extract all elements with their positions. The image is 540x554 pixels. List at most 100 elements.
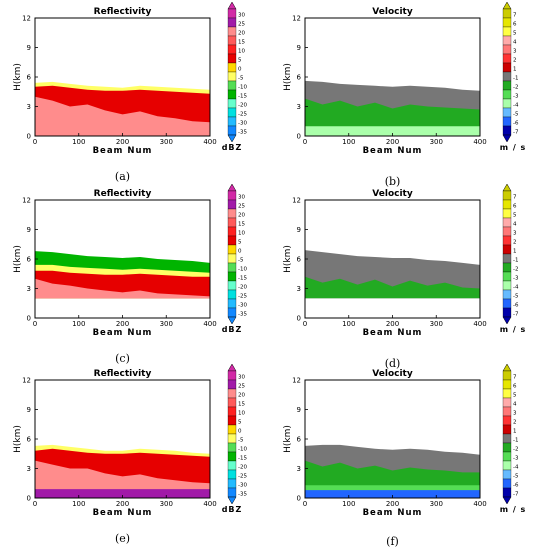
colorbar-tick-label: -15: [238, 94, 247, 100]
x-axis-label: Beam Num: [363, 328, 423, 338]
colorbar-cell: [502, 235, 512, 246]
colorbar-tick-label: 15: [238, 402, 245, 408]
colorbar-cell: [227, 98, 237, 109]
x-tick-label: 400: [203, 320, 216, 328]
colorbar-tick-label: 0: [238, 67, 242, 73]
colorbar-cell: [502, 208, 512, 219]
colorbar-cell: [502, 35, 512, 46]
colorbar-tick-label: -20: [238, 285, 247, 291]
y-tick-label: 6: [297, 436, 302, 444]
y-tick-label: 0: [27, 495, 31, 503]
colorbar-cell: [502, 469, 512, 480]
x-tick-label: 100: [342, 320, 355, 328]
colorbar: 30 25 20 15 10 5 0 -5 -10 -15 -20 -25 -30 -35 dBZ: [222, 183, 247, 334]
colorbar-tick-label: 15: [238, 40, 245, 46]
colorbar-tick-label: -30: [238, 121, 247, 127]
colorbar-tick-label: 30: [238, 195, 245, 201]
x-axis-label: Beam Num: [93, 508, 153, 518]
y-axis-label: H(km): [283, 425, 293, 453]
x-tick-label: 300: [430, 320, 443, 328]
echo-layer-3: [35, 278, 210, 299]
colorbar-cell: [502, 190, 512, 201]
colorbar-cell: [502, 298, 512, 309]
panel-title: Reflectivity: [94, 369, 152, 379]
y-axis-label: H(km): [13, 63, 23, 91]
colorbar-tick-label: -1: [513, 76, 518, 82]
colorbar-tick-label: 3: [513, 49, 517, 55]
colorbar-tick-label: -25: [238, 474, 247, 480]
colorbar-top-arrow: [227, 363, 237, 372]
colorbar-tick-label: -4: [513, 285, 519, 291]
colorbar: 7 6 5 4 3 2 1 -1 -2 -3 -4 -5 -6 -7 m / s: [500, 1, 525, 152]
y-tick-label: 6: [27, 436, 32, 444]
colorbar-tick-label: -35: [238, 312, 247, 318]
colorbar-cell: [502, 107, 512, 118]
colorbar-cell: [227, 469, 237, 480]
x-tick-label: 0: [33, 138, 37, 146]
colorbar-tick-label: 3: [513, 231, 517, 237]
y-tick-label: 12: [292, 197, 301, 205]
colorbar-cell: [227, 478, 237, 489]
colorbar-tick-label: 20: [238, 31, 245, 37]
colorbar-cell: [227, 397, 237, 408]
panel-title: Reflectivity: [94, 7, 152, 17]
x-tick-label: 300: [430, 500, 443, 508]
x-tick-label: 100: [72, 138, 85, 146]
echo-layers: [35, 251, 210, 299]
colorbar-tick-label: -5: [513, 474, 519, 480]
colorbar-cell: [502, 406, 512, 417]
colorbar-tick-label: -1: [513, 258, 518, 264]
colorbar-cell: [227, 89, 237, 100]
colorbar-unit: m / s: [500, 505, 527, 514]
colorbar-tick-label: -20: [238, 465, 247, 471]
x-axis-label: Beam Num: [93, 146, 153, 156]
colorbar-tick-label: -25: [238, 112, 247, 118]
x-tick-label: 0: [303, 320, 307, 328]
colorbar-tick-label: -20: [238, 103, 247, 109]
colorbar-tick-label: -35: [238, 130, 247, 136]
colorbar-cell: [502, 487, 512, 498]
y-axis-label: H(km): [283, 63, 293, 91]
colorbar-tick-label: -4: [513, 103, 519, 109]
x-tick-label: 400: [473, 500, 486, 508]
colorbar-cell: [227, 271, 237, 282]
colorbar-cell: [502, 451, 512, 462]
x-tick-label: 0: [303, 500, 307, 508]
colorbar-tick-label: 15: [238, 222, 245, 228]
colorbar-cell: [502, 226, 512, 237]
colorbar-cell: [502, 388, 512, 399]
colorbar-top-arrow: [502, 183, 512, 192]
colorbar-tick-label: -5: [513, 112, 519, 118]
colorbar-tick-label: -10: [238, 267, 247, 273]
y-axis-label: H(km): [283, 245, 293, 273]
colorbar: 7 6 5 4 3 2 1 -1 -2 -3 -4 -5 -6 -7 m / s: [500, 363, 527, 514]
colorbar-tick-label: 5: [238, 58, 242, 64]
x-tick-label: 200: [116, 320, 129, 328]
colorbar-tick-label: 5: [238, 420, 242, 426]
colorbar-cell: [227, 199, 237, 210]
colorbar-tick-label: -10: [238, 447, 247, 453]
colorbar-tick-label: -6: [513, 121, 519, 127]
colorbar-cell: [227, 217, 237, 228]
colorbar-tick-label: -15: [238, 276, 247, 282]
x-axis-label: Beam Num: [363, 508, 423, 518]
colorbar-bottom-arrow: [502, 496, 512, 505]
colorbar-bottom-arrow: [227, 496, 237, 505]
colorbar-cell: [227, 62, 237, 73]
panel-title: Velocity: [372, 369, 413, 379]
colorbar-cell: [227, 280, 237, 291]
y-tick-label: 6: [27, 256, 32, 264]
x-tick-label: 200: [116, 138, 129, 146]
colorbar-cell: [227, 487, 237, 498]
colorbar-tick-label: -6: [513, 483, 519, 489]
y-tick-label: 0: [297, 495, 301, 503]
colorbar-tick-label: -30: [238, 303, 247, 309]
colorbar-tick-label: -4: [513, 465, 519, 471]
x-tick-label: 100: [72, 500, 85, 508]
colorbar-bottom-arrow: [227, 316, 237, 325]
x-tick-label: 400: [203, 500, 216, 508]
colorbar-tick-label: 2: [513, 58, 517, 64]
